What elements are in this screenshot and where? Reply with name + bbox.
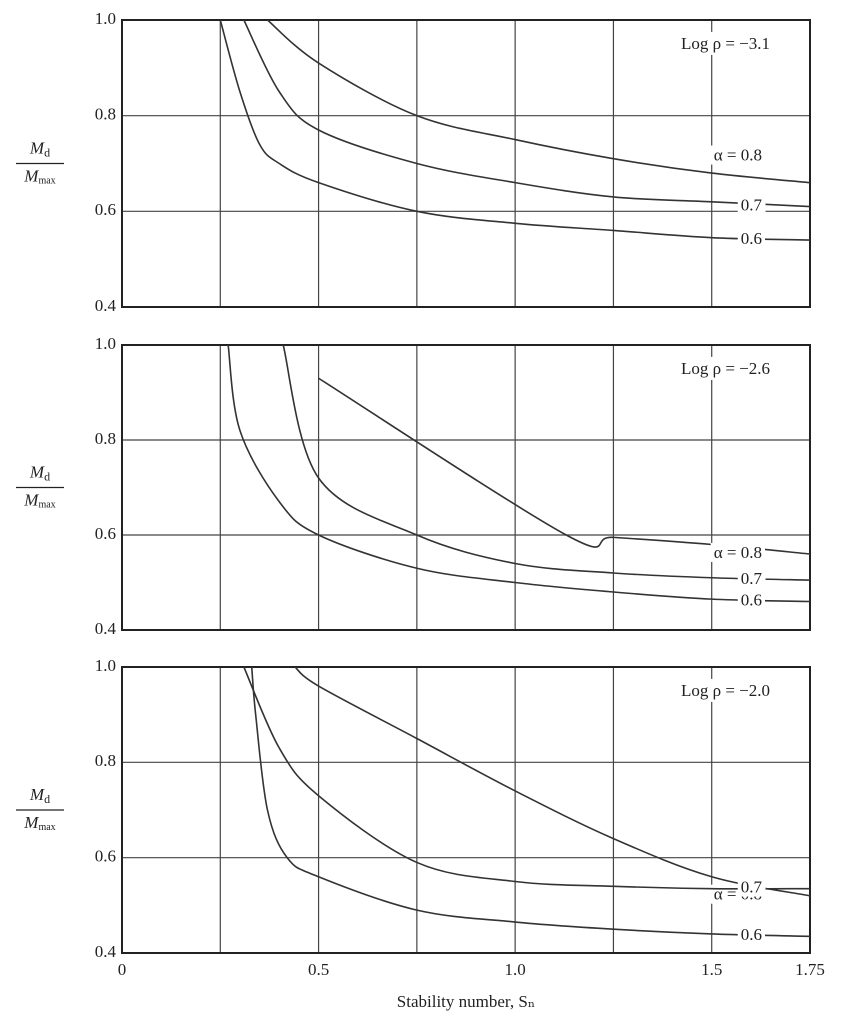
y-label-subscript: max	[38, 500, 55, 511]
y-label-numerator: Md	[29, 462, 50, 483]
curve-label: 0.6	[741, 229, 762, 248]
curve-label-group: 0.7	[738, 878, 766, 897]
curve-label-group: 0.7	[738, 195, 766, 214]
y-tick-label: 0.8	[95, 751, 116, 770]
y-label-subscript: max	[38, 176, 55, 187]
curve-label: 0.7	[741, 569, 763, 588]
curve-label: α = 0.8	[714, 543, 762, 562]
y-label-symbol: M	[23, 166, 39, 185]
y-label-symbol: M	[23, 813, 39, 832]
curve-label: 0.7	[741, 195, 763, 214]
y-label-symbol: M	[23, 490, 39, 509]
curve-label: 0.6	[741, 925, 762, 944]
y-label-symbol: M	[29, 785, 45, 804]
chart: 0.40.60.81.0α = 0.80.70.6Log ρ = −3.1MdM…	[0, 0, 844, 1022]
x-axis-label: Stability number, Sₙ	[397, 992, 535, 1011]
annotation: Log ρ = −2.0	[681, 681, 770, 700]
x-tick-label: 1.5	[701, 960, 722, 979]
y-tick-label: 0.4	[95, 942, 117, 961]
y-label-symbol: M	[29, 138, 45, 157]
curve-label-group: α = 0.8	[711, 543, 765, 562]
y-label-subscript: max	[38, 822, 55, 833]
curve-label-group: 0.6	[738, 590, 765, 609]
plot-frame	[122, 345, 810, 630]
y-label-denominator: Mmax	[23, 166, 55, 186]
curve-label: 0.6	[741, 590, 762, 609]
y-label-denominator: Mmax	[23, 813, 55, 833]
annotation-group: Log ρ = −3.1	[677, 32, 774, 55]
curve-label-group: 0.7	[738, 569, 766, 588]
curve-label-group: 0.6	[738, 229, 765, 248]
y-tick-label: 0.6	[95, 524, 116, 543]
curve-label-group: α = 0.8	[711, 146, 765, 165]
y-tick-label: 0.8	[95, 429, 116, 448]
x-tick-label: 0	[118, 960, 127, 979]
y-label-symbol: M	[29, 462, 45, 481]
y-tick-label: 1.0	[95, 656, 116, 675]
y-tick-label: 0.6	[95, 200, 116, 219]
y-label-numerator: Md	[29, 138, 50, 159]
annotation: Log ρ = −3.1	[681, 34, 770, 53]
curve	[319, 378, 810, 554]
y-tick-label: 1.0	[95, 334, 116, 353]
plot-frame	[122, 20, 810, 307]
y-tick-label: 0.4	[95, 296, 117, 315]
y-label-denominator: Mmax	[23, 490, 55, 510]
y-tick-label: 0.6	[95, 847, 116, 866]
annotation-group: Log ρ = −2.0	[677, 679, 774, 702]
y-label-subscript: d	[44, 792, 50, 806]
y-tick-label: 0.4	[95, 619, 117, 638]
x-tick-label: 1.0	[505, 960, 526, 979]
annotation-group: Log ρ = −2.6	[677, 357, 774, 380]
y-tick-label: 1.0	[95, 9, 116, 28]
y-label-subscript: d	[44, 145, 50, 159]
y-label-subscript: d	[44, 469, 50, 483]
curve-label-group: 0.6	[738, 925, 765, 944]
y-tick-label: 0.8	[95, 105, 116, 124]
plot-frame	[122, 667, 810, 953]
annotation: Log ρ = −2.6	[681, 359, 770, 378]
x-tick-label: 0.5	[308, 960, 329, 979]
curve-label: α = 0.8	[714, 146, 762, 165]
curve-label: 0.7	[741, 878, 763, 897]
x-tick-label: 1.75	[795, 960, 825, 979]
y-label-numerator: Md	[29, 785, 50, 806]
